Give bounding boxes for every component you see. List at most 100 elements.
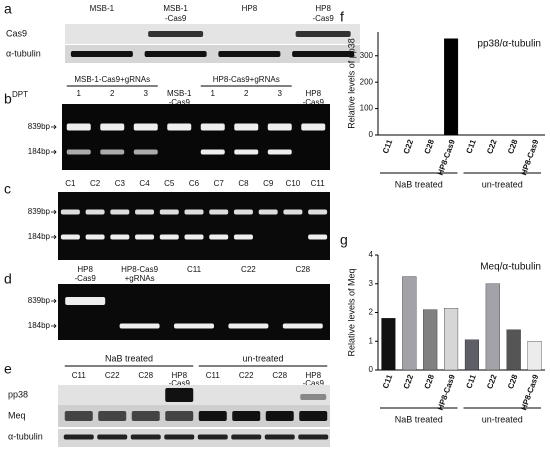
y-tick-label: 100 bbox=[360, 104, 374, 113]
marker-arrow bbox=[51, 323, 57, 329]
x-tick-label: C28 bbox=[506, 138, 520, 155]
lane-label: C22 bbox=[105, 371, 120, 380]
x-tick-label: HP8-Cas9 bbox=[519, 373, 540, 412]
gel-band bbox=[218, 51, 281, 57]
x-tick-label: C28 bbox=[506, 373, 520, 390]
gel-band bbox=[232, 411, 261, 421]
lane-label: 2 bbox=[110, 89, 115, 98]
gel-band bbox=[200, 123, 225, 131]
lane-label: -Cas9 bbox=[165, 14, 187, 23]
lane-label: C10 bbox=[286, 179, 301, 188]
lane-label: C8 bbox=[238, 179, 249, 188]
gel bbox=[62, 104, 330, 170]
gel-band bbox=[209, 234, 229, 240]
x-tick-label: C11 bbox=[464, 138, 478, 155]
gel-band bbox=[110, 209, 130, 215]
gel-band bbox=[167, 123, 192, 131]
gel-band bbox=[198, 411, 227, 421]
lane-label: C28 bbox=[138, 371, 153, 380]
panel-label: c bbox=[4, 181, 11, 197]
lane-label: HP8 bbox=[305, 89, 321, 98]
bar bbox=[527, 341, 542, 371]
gel-band bbox=[98, 411, 127, 421]
bar bbox=[402, 276, 417, 371]
x-tick-label: HP8-Cas9 bbox=[519, 138, 540, 177]
lane-label: C7 bbox=[214, 179, 225, 188]
gel-band bbox=[159, 234, 179, 240]
gel-band bbox=[165, 388, 194, 402]
gel-band bbox=[70, 51, 133, 57]
bar bbox=[423, 309, 438, 371]
size-marker: 184bp bbox=[28, 232, 51, 241]
y-axis-label: Relative levels of pp38 bbox=[346, 38, 356, 129]
y-tick-label: 1 bbox=[369, 336, 374, 345]
gel-band bbox=[65, 297, 106, 305]
row-label: α-tubulin bbox=[6, 48, 41, 58]
group-label: NaB treated bbox=[395, 414, 443, 424]
group-label: un-treated bbox=[242, 353, 283, 363]
bar bbox=[444, 38, 459, 136]
lane-label: HP8-Cas9 bbox=[121, 265, 158, 274]
lane-label: HP8 bbox=[242, 4, 258, 13]
blot bbox=[65, 24, 360, 44]
gel-band bbox=[200, 149, 225, 155]
lane-label: C4 bbox=[139, 179, 150, 188]
gel-band bbox=[301, 123, 326, 131]
gel-band bbox=[110, 234, 130, 240]
gel-band bbox=[308, 209, 328, 215]
gel-band bbox=[231, 434, 262, 440]
row-label: α-tubulin bbox=[8, 431, 43, 441]
chart-title: Meq/α-tubulin bbox=[480, 262, 541, 273]
y-tick-label: 4 bbox=[369, 250, 374, 259]
gel bbox=[58, 284, 330, 340]
y-tick-label: 2 bbox=[369, 308, 374, 317]
gel-band bbox=[100, 123, 125, 131]
gel-band bbox=[233, 234, 253, 240]
lane-label: -Cas9 bbox=[303, 98, 325, 107]
blot bbox=[58, 385, 330, 405]
gel-band bbox=[135, 209, 155, 215]
gel-band bbox=[165, 411, 194, 421]
gel-band bbox=[119, 323, 160, 329]
axis-label: DPT bbox=[12, 90, 28, 99]
x-tick-label: C22 bbox=[402, 138, 416, 155]
lane-label: C22 bbox=[239, 371, 254, 380]
y-tick-label: 0 bbox=[369, 130, 374, 139]
lane-label: MSB-1 bbox=[163, 4, 188, 13]
lane-label: C11 bbox=[311, 179, 326, 188]
gel-band bbox=[144, 51, 207, 57]
lane-label: HP8 bbox=[171, 371, 187, 380]
x-tick-label: C11 bbox=[381, 138, 395, 155]
bar bbox=[506, 329, 521, 371]
gel-band bbox=[308, 234, 328, 240]
marker-arrow bbox=[51, 124, 57, 130]
lane-label: C22 bbox=[241, 265, 256, 274]
lane-label: C1 bbox=[65, 179, 76, 188]
gel-band bbox=[130, 434, 161, 440]
lane-label: MSB-1 bbox=[90, 4, 115, 13]
gel-band bbox=[282, 323, 323, 329]
gel-band bbox=[60, 234, 80, 240]
panel-label: b bbox=[4, 91, 12, 107]
group-label: HP8-Cas9+gRNAs bbox=[213, 75, 280, 84]
lane-label: -Cas9 bbox=[303, 379, 325, 388]
gel-band bbox=[258, 209, 278, 215]
lane-label: MSB-1 bbox=[167, 89, 192, 98]
x-tick-label: HP8-Cas9 bbox=[436, 373, 457, 412]
bar bbox=[444, 308, 459, 371]
gel-band bbox=[66, 123, 91, 131]
size-marker: 839bp bbox=[28, 122, 51, 131]
marker-arrow bbox=[51, 209, 57, 215]
gel-band bbox=[234, 123, 259, 131]
gel-band bbox=[209, 209, 229, 215]
lane-label: -Cas9 bbox=[169, 379, 191, 388]
bar bbox=[485, 283, 500, 371]
lane-label: C28 bbox=[272, 371, 287, 380]
lane-label: +gRNAs bbox=[125, 274, 155, 283]
gel-band bbox=[85, 209, 105, 215]
gel-band bbox=[60, 209, 80, 215]
gel-band bbox=[85, 234, 105, 240]
gel-band bbox=[66, 149, 91, 155]
gel-band bbox=[135, 234, 155, 240]
